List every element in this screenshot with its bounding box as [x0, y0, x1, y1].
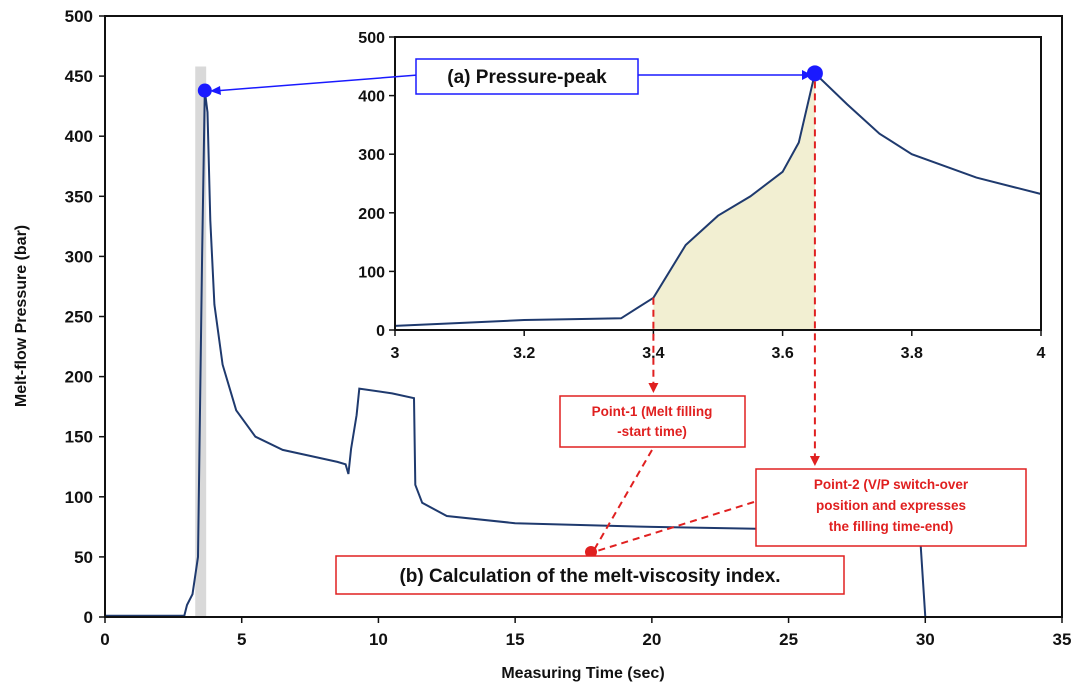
point2-label-line2: position and expresses	[816, 498, 966, 513]
peak-arrowhead-left	[210, 86, 221, 95]
main-y-tick-label: 350	[65, 187, 93, 206]
main-x-tick-label: 5	[237, 630, 246, 649]
main-y-tick-label: 250	[65, 308, 93, 327]
inset-y-tick-label: 400	[358, 89, 385, 106]
inset-series-line	[394, 71, 1042, 327]
pressure-peak-label: (a) Pressure-peak	[447, 67, 607, 88]
point2-label-line3: the filling time-end)	[829, 519, 954, 534]
inset-plot-frame	[394, 36, 1042, 331]
main-plot-frame	[104, 15, 1063, 618]
main-y-tick-label: 500	[65, 7, 93, 26]
main-y-tick-label: 50	[74, 548, 93, 567]
point2-box	[755, 468, 1027, 547]
main-y-axis: 0 50 100 150 200 250 300 350 400 450 500	[65, 7, 105, 627]
point2-label-line1: Point-2 (V/P switch-over	[814, 477, 969, 492]
main-y-tick-label: 150	[65, 428, 93, 447]
inset-x-tick-label: 4	[1037, 345, 1046, 362]
peak-arrowhead-right	[802, 70, 812, 80]
main-x-tick-label: 0	[100, 630, 109, 649]
main-x-tick-label: 25	[779, 630, 798, 649]
main-x-axis: 0 5 10 15 20 25 30 35	[100, 617, 1071, 649]
inset-x-tick-label: 3.2	[513, 345, 535, 362]
point1-arrowhead	[648, 383, 659, 393]
inset-x-tick-label: 3.4	[642, 345, 664, 362]
point1-label-line1: Point-1 (Melt filling	[592, 404, 713, 419]
main-peak-marker	[197, 83, 212, 98]
main-y-tick-label: 200	[65, 368, 93, 387]
x-axis-title: Measuring Time (sec)	[501, 665, 664, 682]
main-y-tick-label: 450	[65, 67, 93, 86]
filling-interval-shade	[653, 73, 815, 331]
inset-x-tick-label: 3.6	[771, 345, 793, 362]
main-y-tick-label: 400	[65, 127, 93, 146]
calc-dot	[585, 546, 597, 558]
calc-label: (b) Calculation of the melt-viscosity in…	[399, 566, 780, 587]
inset-y-tick-label: 300	[358, 147, 385, 164]
inset-peak-marker	[806, 65, 823, 82]
calc-box	[335, 555, 845, 595]
main-series-line	[105, 90, 1062, 618]
annotations: (a) Pressure-peak Point-1 (Melt filling …	[197, 58, 1027, 595]
main-x-tick-label: 30	[916, 630, 935, 649]
main-x-tick-label: 35	[1053, 630, 1072, 649]
inset-y-tick-label: 500	[358, 30, 385, 47]
point1-to-calc-line	[593, 449, 653, 551]
main-y-tick-label: 100	[65, 488, 93, 507]
main-x-tick-label: 20	[642, 630, 661, 649]
point1-box	[559, 395, 746, 448]
inset-x-axis: 3 3.2 3.4 3.6 3.8 4	[391, 330, 1046, 362]
inset-y-tick-label: 200	[358, 206, 385, 223]
point2-to-calc-line	[596, 501, 755, 552]
inset-y-axis: 0 100 200 300 400 500	[358, 30, 395, 340]
inset-x-tick-label: 3.8	[901, 345, 923, 362]
pressure-peak-box	[415, 58, 639, 95]
inset-x-tick-label: 3	[391, 345, 400, 362]
main-y-tick-label: 300	[65, 247, 93, 266]
inset-y-tick-label: 0	[376, 323, 385, 340]
y-axis-title: Melt-flow Pressure (bar)	[13, 225, 30, 407]
peak-connector-left	[213, 74, 419, 92]
main-x-tick-label: 10	[369, 630, 388, 649]
inset-y-tick-label: 100	[358, 264, 385, 281]
main-y-tick-label: 0	[84, 608, 93, 627]
point1-label-line2: -start time)	[617, 424, 687, 439]
main-x-tick-label: 15	[506, 630, 525, 649]
point2-arrowhead	[809, 456, 820, 466]
